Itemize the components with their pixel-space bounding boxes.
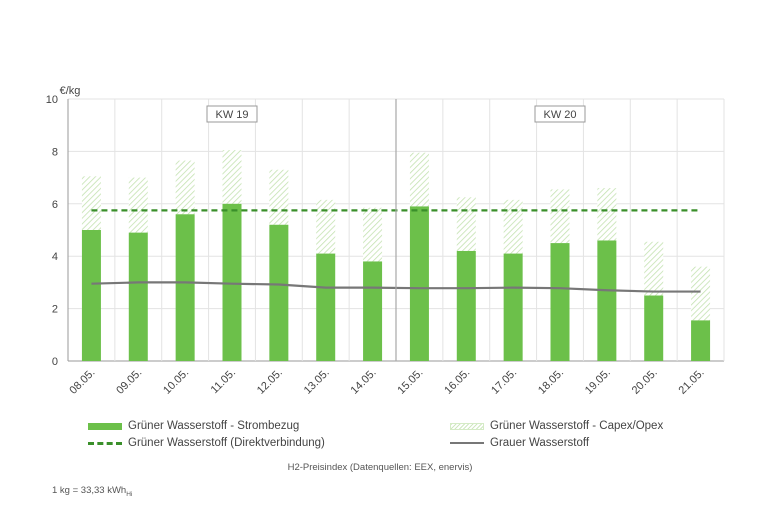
legend-label-direktverbindung: Grüner Wasserstoff (Direktverbindung)	[128, 437, 325, 449]
x-tick-label: 21.05.	[677, 367, 707, 397]
y-tick-label: 0	[52, 356, 58, 368]
footnote-text: 1 kg = 33,33 kWh	[52, 485, 127, 496]
x-tick-label: 17.05.	[489, 367, 519, 397]
bar-capex-opex	[363, 207, 383, 262]
bar-strombezug	[456, 250, 476, 361]
bar-capex-opex	[597, 188, 617, 241]
y-tick-label: 10	[46, 94, 58, 106]
group-label-box	[534, 105, 586, 123]
bar-capex-opex	[222, 150, 242, 204]
bar-capex-opex	[409, 152, 429, 207]
x-tick-label: 11.05.	[209, 367, 239, 397]
bar-strombezug	[363, 261, 383, 361]
legend-label-strombezug: Grüner Wasserstoff - Strombezug	[128, 420, 300, 432]
legend-swatch-capex-opex	[450, 422, 484, 430]
x-tick-label: 13.05.	[302, 367, 332, 397]
bar-strombezug	[269, 224, 289, 361]
y-tick-label: 6	[52, 199, 58, 211]
x-tick-label: 08.05.	[67, 367, 97, 397]
bar-capex-opex	[503, 199, 523, 254]
source-note: H2-Preisindex (Datenquellen: EEX, enervi…	[287, 462, 473, 473]
bar-capex-opex	[456, 197, 476, 251]
bar-capex-opex	[644, 241, 664, 296]
bar-capex-opex	[175, 160, 195, 215]
bar-strombezug	[597, 240, 617, 361]
bar-capex-opex	[128, 177, 148, 233]
legend-strombezug: Grüner Wasserstoff - Strombezug	[88, 420, 299, 432]
group-label: KW 19	[215, 109, 248, 121]
bar-strombezug	[175, 214, 195, 361]
bar-strombezug	[316, 253, 336, 361]
x-tick-label: 12.05.	[255, 367, 285, 397]
x-tick-label: 14.05.	[349, 367, 379, 397]
x-tick-label: 09.05.	[114, 367, 144, 397]
x-tick-label: 10.05.	[161, 367, 191, 397]
bar-strombezug	[128, 232, 148, 361]
y-axis-label: €/kg	[60, 85, 81, 97]
x-tick-label: 18.05.	[536, 367, 566, 397]
bar-strombezug	[81, 230, 101, 361]
bar-strombezug	[503, 253, 523, 361]
bar-capex-opex	[81, 176, 101, 230]
y-tick-label: 4	[52, 251, 58, 263]
legend-swatch-strombezug	[88, 422, 122, 430]
group-label: KW 20	[543, 109, 576, 121]
legend-label-grauer: Grauer Wasserstoff	[490, 437, 590, 449]
bar-capex-opex	[269, 169, 289, 225]
x-tick-label: 19.05.	[583, 367, 613, 397]
bar-capex-opex	[550, 189, 570, 244]
x-tick-label: 16.05.	[442, 367, 472, 397]
footnote-subscript: Hi	[126, 490, 133, 498]
x-tick-label: 15.05.	[395, 367, 425, 397]
y-tick-label: 2	[52, 304, 58, 316]
bar-strombezug	[691, 320, 711, 361]
bar-strombezug	[550, 243, 570, 361]
legend-swatch-direktverbindung	[88, 441, 122, 445]
bar-capex-opex	[691, 266, 711, 321]
legend-capex-opex: Grüner Wasserstoff - Capex/Opex	[450, 420, 663, 432]
group-label-box	[206, 105, 258, 123]
bar-strombezug	[409, 206, 429, 361]
bar-capex-opex	[316, 199, 336, 254]
x-tick-label: 20.05.	[630, 367, 660, 397]
y-tick-label: 8	[52, 146, 58, 158]
legend-swatch-grauer	[450, 442, 484, 444]
legend-label-capex-opex: Grüner Wasserstoff - Capex/Opex	[490, 420, 664, 432]
bar-strombezug	[222, 203, 242, 361]
legend-grauer: Grauer Wasserstoff	[450, 437, 589, 449]
unit-footnote: 1 kg = 33,33 kWhHi	[52, 485, 132, 498]
bar-strombezug	[644, 295, 664, 361]
legend-direktverbindung: Grüner Wasserstoff (Direktverbindung)	[88, 437, 325, 449]
